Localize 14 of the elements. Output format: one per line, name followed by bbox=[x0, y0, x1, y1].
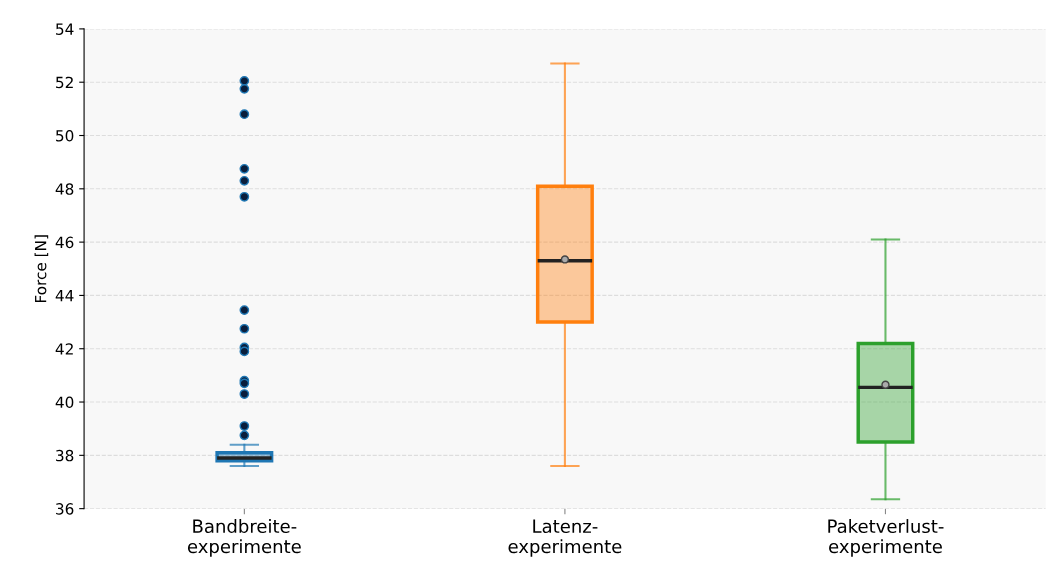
y-tick-label: 46 bbox=[55, 236, 74, 249]
y-tick-label: 54 bbox=[56, 23, 74, 35]
y-tick-label: 52 bbox=[56, 76, 73, 89]
y-tick-label: 36 bbox=[56, 503, 74, 515]
y-tick-label: 50 bbox=[56, 129, 74, 142]
y-axis-title: Force [N] bbox=[34, 235, 49, 303]
y-tick-label: 48 bbox=[55, 183, 74, 195]
y-tick-label: 44 bbox=[55, 290, 74, 302]
x-tick-label: Bandbreite- experimente bbox=[187, 519, 301, 557]
y-tick-label: 42 bbox=[55, 343, 73, 355]
y-tick-label: 38 bbox=[56, 449, 74, 462]
x-tick-label: Paketverlust- experimente bbox=[828, 519, 944, 557]
x-tick-label: Latenz- experimente bbox=[508, 519, 622, 557]
y-tick-label: 40 bbox=[55, 396, 74, 409]
